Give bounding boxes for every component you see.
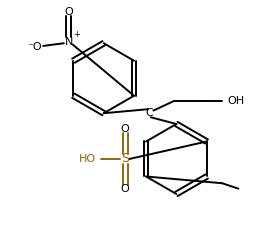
Text: S: S <box>121 153 129 165</box>
Text: O: O <box>64 7 73 17</box>
Text: O: O <box>121 184 129 194</box>
Text: N: N <box>64 37 73 47</box>
Text: C: C <box>146 108 153 118</box>
Text: +: + <box>73 30 80 39</box>
Text: O: O <box>121 124 129 134</box>
Text: OH: OH <box>228 96 245 106</box>
Text: HO: HO <box>79 154 96 164</box>
Text: ⁻O: ⁻O <box>28 42 42 52</box>
